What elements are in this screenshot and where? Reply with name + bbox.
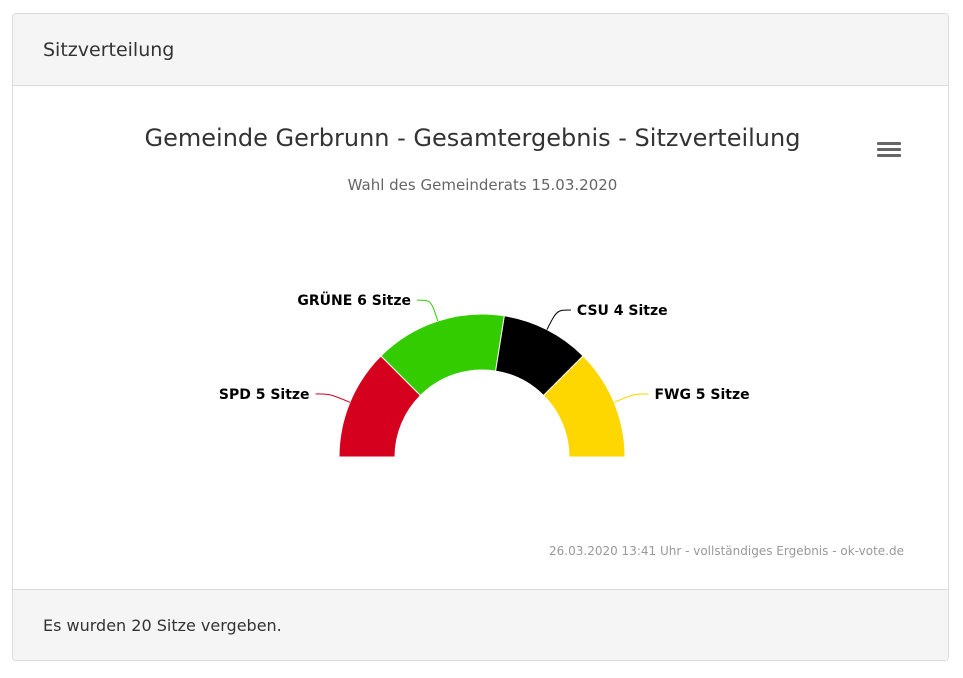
- seat-distribution-panel: Sitzverteilung Gemeinde Gerbrunn - Gesam…: [12, 13, 949, 661]
- data-label: FWG 5 Sitze: [654, 387, 749, 403]
- seat-distribution-chart: SPD 5 Sitze GRÜNE 6 Sitze CSU 4 Sitze FWG 5…: [219, 291, 750, 458]
- connector-line: [546, 309, 571, 330]
- data-label: CSU 4 Sitze: [577, 303, 668, 319]
- connector-line: [315, 393, 351, 403]
- chart-title: Gemeinde Gerbrunn - Gesamtergebnis - Sit…: [144, 124, 801, 152]
- seats-summary-text: Es wurden 20 Sitze vergeben.: [43, 615, 282, 635]
- panel-footer: Es wurden 20 Sitze vergeben.: [13, 589, 948, 660]
- chart-container: Gemeinde Gerbrunn - Gesamtergebnis - Sit…: [13, 86, 948, 589]
- chart-context-menu-button[interactable]: [872, 135, 906, 165]
- data-label: GRÜNE 6 Sitze: [297, 291, 411, 309]
- chart-subtitle: Wahl des Gemeinderats 15.03.2020: [347, 176, 618, 194]
- chart-credits[interactable]: 26.03.2020 13:41 Uhr - vollständiges Erg…: [549, 544, 904, 558]
- panel-title: Sitzverteilung: [43, 38, 175, 61]
- connector-line: [417, 299, 439, 322]
- slice-fwg[interactable]: [542, 355, 626, 458]
- connector-line: [613, 393, 649, 403]
- data-label: SPD 5 Sitze: [219, 387, 310, 403]
- panel-heading: Sitzverteilung: [13, 14, 948, 86]
